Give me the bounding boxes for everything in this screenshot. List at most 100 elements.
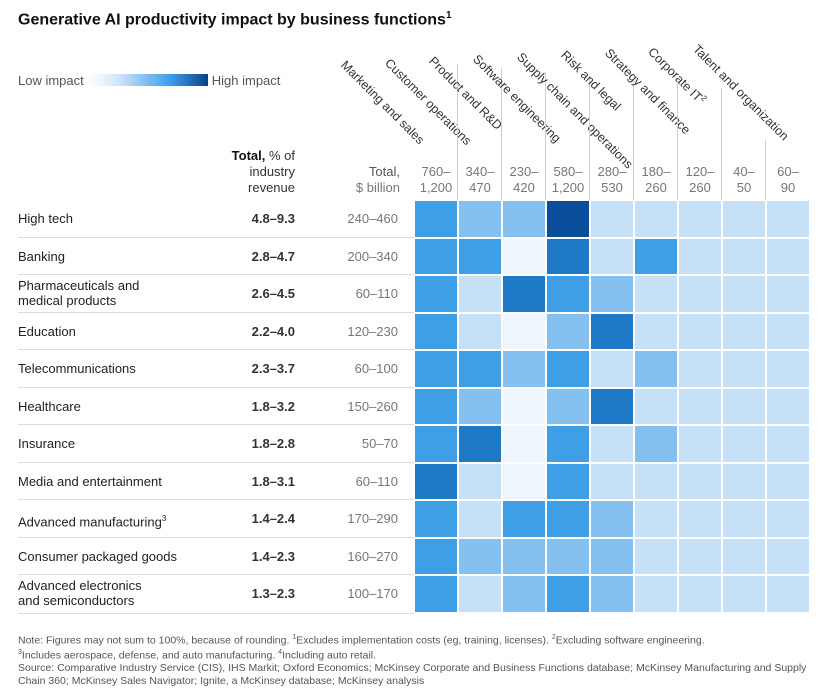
heatmap-cell bbox=[459, 576, 501, 612]
column-range-part: 470 bbox=[469, 180, 491, 195]
column-range: 180– 260 bbox=[634, 164, 678, 196]
column-divider bbox=[457, 64, 458, 200]
column-range-part: 1,200 bbox=[551, 180, 585, 195]
heatmap-cell bbox=[547, 426, 589, 462]
heatmap-cell bbox=[679, 501, 721, 537]
heatmap-cell bbox=[767, 276, 809, 312]
row-label: Healthcare bbox=[18, 399, 81, 414]
heatmap-cell bbox=[723, 351, 765, 387]
column-range: 340– 470 bbox=[458, 164, 502, 196]
fn-text: Includes aerospace, defense, and auto ma… bbox=[21, 649, 279, 662]
row-label: Pharmaceuticals and medical products bbox=[18, 278, 139, 308]
header-total-pct: Total, % of industry revenue bbox=[200, 148, 295, 196]
heatmap-cell bbox=[723, 313, 765, 349]
heatmap-cell bbox=[591, 463, 633, 499]
row-label: Media and entertainment bbox=[18, 474, 162, 489]
row-divider bbox=[18, 386, 414, 388]
heatmap-cell bbox=[459, 201, 501, 237]
heatmap-cell bbox=[723, 388, 765, 424]
column-range-part: 260 bbox=[645, 180, 667, 195]
column-range: 40– 50 bbox=[722, 164, 766, 196]
heatmap-cell bbox=[635, 238, 677, 274]
heatmap-cell bbox=[415, 501, 457, 537]
column-range: 760– 1,200 bbox=[414, 164, 458, 196]
heatmap-cell bbox=[459, 426, 501, 462]
heatmap-cell bbox=[591, 426, 633, 462]
source-line: Source: Comparative Industry Service (CI… bbox=[18, 662, 807, 687]
heatmap-cell bbox=[723, 238, 765, 274]
heatmap-cell bbox=[503, 238, 545, 274]
column-range-part: 530 bbox=[601, 180, 623, 195]
row-divider bbox=[18, 424, 414, 425]
row-label: Advanced manufacturing3 bbox=[18, 511, 166, 529]
row-label-line: Consumer packaged goods bbox=[18, 548, 177, 564]
heatmap-cell bbox=[591, 538, 633, 574]
row-total-billion: 100–170 bbox=[347, 586, 398, 601]
heatmap-cell bbox=[767, 463, 809, 499]
row-label-line: Healthcare bbox=[18, 398, 81, 414]
heatmap-cell bbox=[547, 201, 589, 237]
row-label-line: and semiconductors bbox=[18, 593, 135, 608]
row-divider bbox=[18, 274, 414, 275]
column-divider bbox=[545, 72, 546, 200]
heatmap-cell bbox=[767, 501, 809, 537]
row-total-pct: 1.8–2.8 bbox=[251, 436, 295, 451]
legend: Low impact High impact bbox=[18, 72, 280, 88]
heatmap-cell bbox=[635, 538, 677, 574]
heatmap-cell bbox=[415, 351, 457, 387]
heatmap-cell bbox=[459, 238, 501, 274]
legend-gradient bbox=[87, 74, 208, 86]
row-label-line: Insurance bbox=[18, 436, 76, 451]
column-range-part: 580– bbox=[553, 164, 583, 179]
heatmap-cell bbox=[459, 538, 501, 574]
heatmap-cell bbox=[767, 351, 809, 387]
row-label: High tech bbox=[18, 211, 73, 226]
row-divider bbox=[18, 612, 414, 614]
note-text: Note: Figures may not sum to 100%, becau… bbox=[18, 634, 293, 647]
heatmap-cell bbox=[503, 576, 545, 612]
heatmap-cell bbox=[635, 313, 677, 349]
row-label-line: Advanced manufacturing3 bbox=[18, 514, 167, 530]
column-range: 280– 530 bbox=[590, 164, 634, 196]
heatmap-cell bbox=[635, 276, 677, 312]
row-divider bbox=[18, 574, 414, 575]
heatmap-cell bbox=[635, 201, 677, 237]
column-label: Marketing and sales bbox=[338, 58, 428, 148]
column-label: Customer operations bbox=[382, 56, 475, 148]
heatmap-cell bbox=[767, 576, 809, 612]
column-range-part: 760– bbox=[421, 164, 451, 179]
heatmap-cell bbox=[415, 388, 457, 424]
notes-line-1: Note: Figures may not sum to 100%, becau… bbox=[18, 632, 818, 647]
heatmap-cell bbox=[767, 426, 809, 462]
column-range-part: 230– bbox=[509, 164, 539, 179]
heatmap-cell bbox=[679, 201, 721, 237]
heatmap-cell bbox=[459, 463, 501, 499]
row-total-pct: 2.3–3.7 bbox=[251, 361, 295, 376]
notes-line-2: 3Includes aerospace, defense, and auto m… bbox=[18, 647, 818, 662]
heatmap-cell bbox=[503, 463, 545, 499]
header-billion-line2: $ billion bbox=[355, 180, 400, 195]
row-total-billion: 50–70 bbox=[361, 436, 398, 451]
heatmap-cell bbox=[591, 576, 633, 612]
row-divider bbox=[18, 461, 414, 463]
heatmap-cell bbox=[415, 426, 457, 462]
row-total-pct: 2.8–4.7 bbox=[251, 248, 295, 264]
heatmap-cell bbox=[767, 238, 809, 274]
row-divider bbox=[18, 536, 414, 538]
row-label-line: Media and entertainment bbox=[18, 473, 162, 489]
row-label-line: Telecommunications bbox=[18, 361, 136, 376]
column-range-part: 120– bbox=[685, 164, 715, 179]
heatmap-cell bbox=[503, 388, 545, 424]
row-label: Telecommunications bbox=[18, 361, 136, 376]
column-range-part: 40– bbox=[733, 164, 755, 179]
row-divider bbox=[18, 499, 414, 500]
header-total-billion: Total, $ billion bbox=[330, 164, 400, 196]
row-total-billion: 240–460 bbox=[347, 211, 398, 226]
heatmap-cell bbox=[503, 501, 545, 537]
heatmap-cell bbox=[547, 313, 589, 349]
heatmap-cell bbox=[415, 201, 457, 237]
heatmap-cell bbox=[723, 201, 765, 237]
heatmap-cell bbox=[723, 501, 765, 537]
column-divider bbox=[677, 84, 678, 200]
row-total-billion: 60–100 bbox=[354, 361, 398, 376]
